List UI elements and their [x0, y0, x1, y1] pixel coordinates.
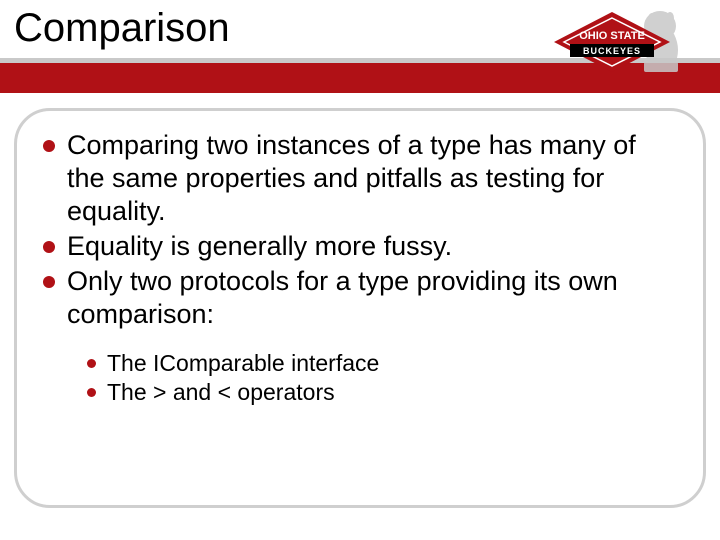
- ohio-state-buckeyes-logo-icon: OHIO STATE BUCKEYES: [552, 4, 702, 92]
- sub-bullet-item: The IComparable interface: [87, 349, 677, 378]
- logo-text-bottom: BUCKEYES: [583, 46, 641, 56]
- logo-text-top: OHIO STATE: [579, 30, 645, 42]
- bullet-item: Only two protocols for a type providing …: [43, 265, 677, 331]
- bullet-item: Equality is generally more fussy.: [43, 230, 677, 263]
- sub-bullet-list: The IComparable interface The > and < op…: [87, 349, 677, 408]
- bullet-list: Comparing two instances of a type has ma…: [43, 129, 677, 331]
- content-box: Comparing two instances of a type has ma…: [14, 108, 706, 508]
- bullet-item: Comparing two instances of a type has ma…: [43, 129, 677, 228]
- brand-logo: OHIO STATE BUCKEYES: [552, 4, 702, 92]
- title-area: Comparison OHIO STATE BUC: [0, 0, 720, 95]
- slide-title: Comparison: [14, 6, 230, 51]
- sub-bullet-item: The > and < operators: [87, 378, 677, 407]
- slide: Comparison OHIO STATE BUC: [0, 0, 720, 540]
